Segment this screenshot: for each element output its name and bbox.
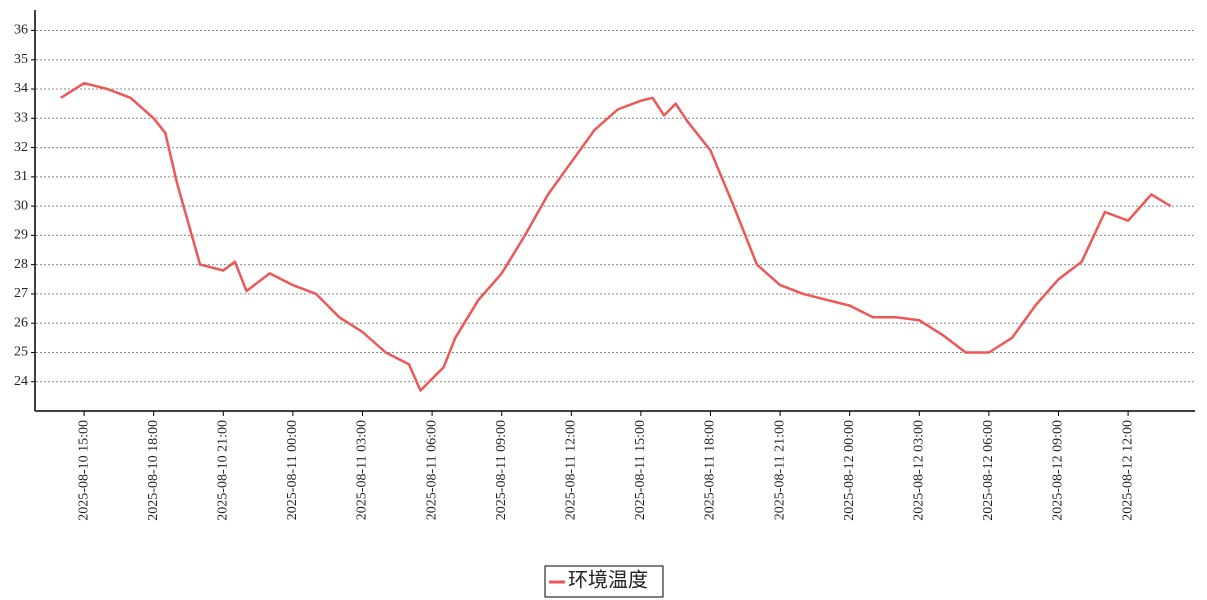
x-tick-label: 2025-08-11 00:00: [285, 420, 300, 520]
y-tick-label: 26: [14, 315, 28, 330]
y-tick-label: 36: [14, 23, 28, 38]
x-tick-label: 2025-08-10 15:00: [76, 420, 91, 521]
x-tick-label: 2025-08-12 03:00: [912, 420, 927, 521]
x-tick-label: 2025-08-11 15:00: [633, 420, 648, 520]
y-tick-label: 24: [14, 374, 28, 389]
y-tick-label: 34: [14, 81, 28, 96]
x-tick-label: 2025-08-12 00:00: [842, 420, 857, 521]
x-tick-label: 2025-08-10 18:00: [146, 420, 161, 521]
x-tick-label: 2025-08-11 18:00: [703, 420, 718, 520]
x-tick-label: 2025-08-12 12:00: [1120, 420, 1135, 521]
y-tick-label: 30: [14, 198, 28, 213]
x-tick-label: 2025-08-11 09:00: [494, 420, 509, 520]
x-tick-label: 2025-08-11 21:00: [772, 420, 787, 520]
y-tick-label: 29: [14, 228, 28, 243]
data-line: [60, 81, 1172, 392]
x-tick-label: 2025-08-11 12:00: [564, 420, 579, 520]
y-tick-label: 35: [14, 52, 28, 67]
x-tick-label: 2025-08-10 21:00: [216, 420, 231, 521]
x-tick-label: 2025-08-12 06:00: [981, 420, 996, 521]
x-tick-label: 2025-08-11 03:00: [355, 420, 370, 520]
y-tick-label: 28: [14, 257, 28, 272]
y-tick-label: 32: [14, 140, 28, 155]
legend-label: 环境温度: [568, 569, 648, 592]
y-tick-label: 27: [14, 286, 28, 301]
y-tick-label: 31: [14, 169, 28, 184]
x-tick-label: 2025-08-11 06:00: [424, 420, 439, 520]
x-tick-label: 2025-08-12 09:00: [1051, 420, 1066, 521]
y-tick-label: 33: [14, 111, 28, 126]
y-tick-label: 25: [14, 345, 28, 360]
